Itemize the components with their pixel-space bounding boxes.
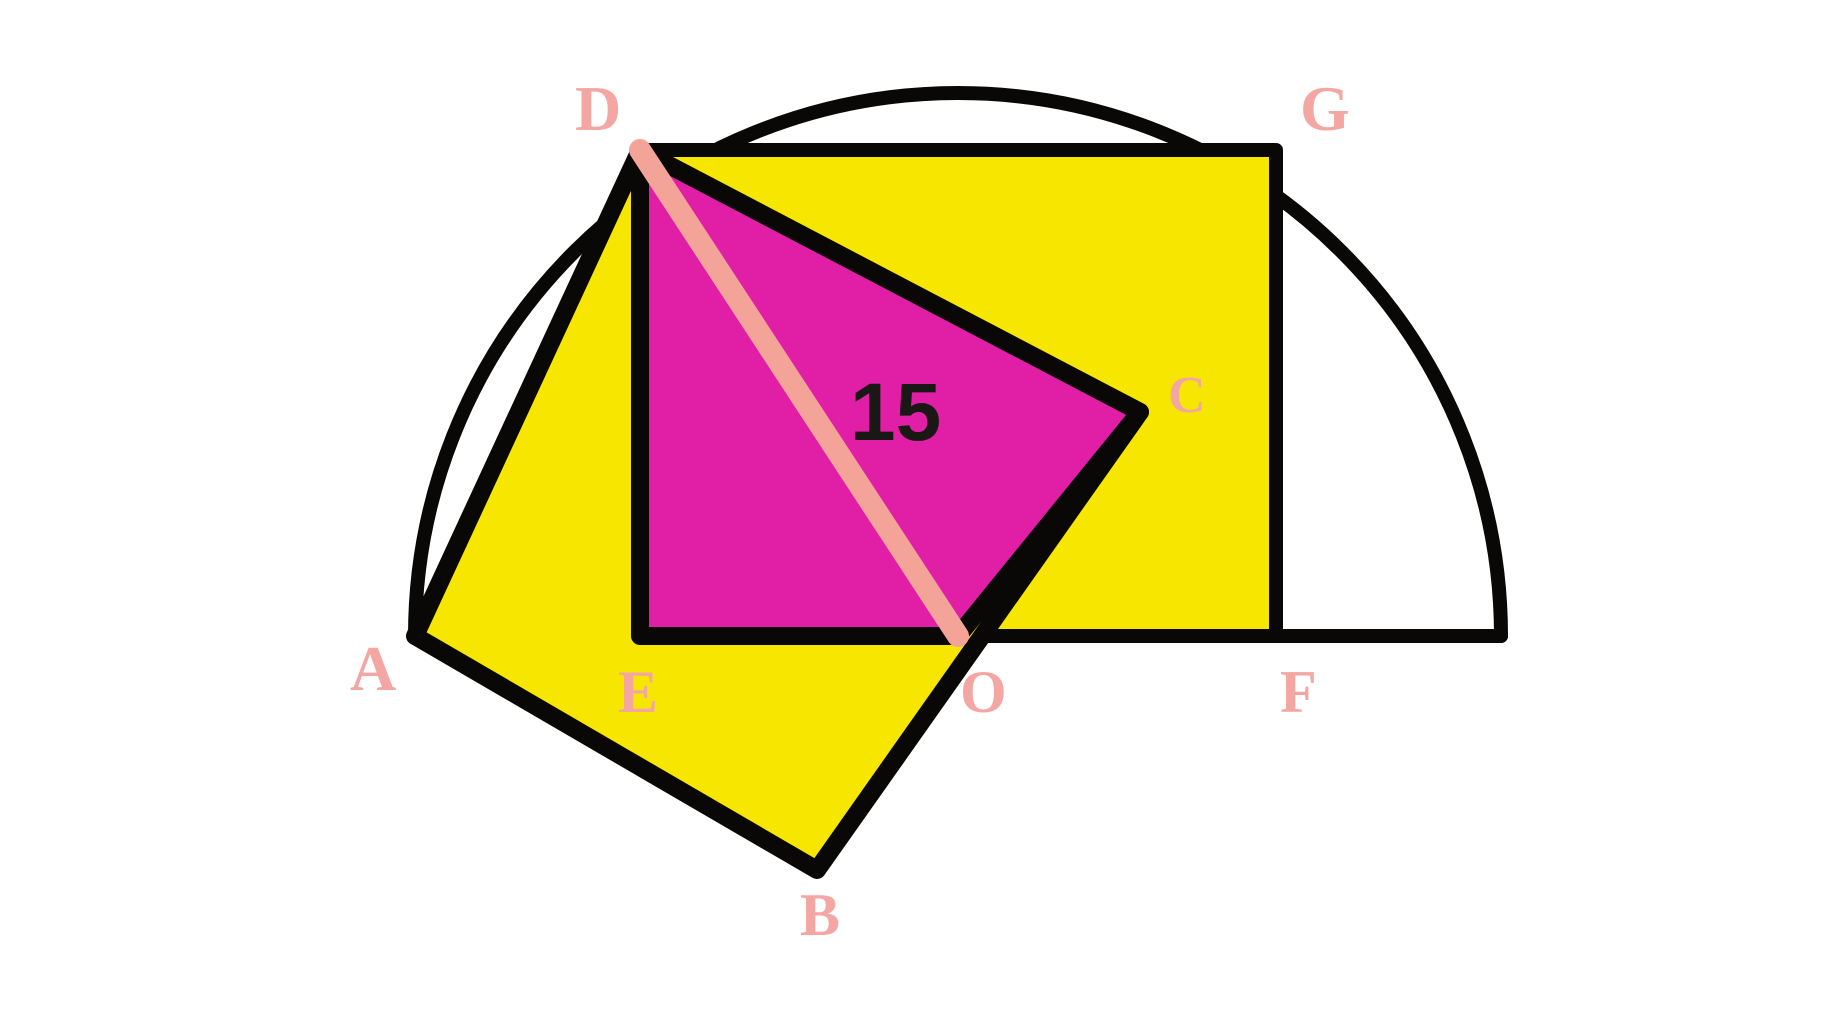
- vertex-label-a: A: [350, 633, 396, 704]
- vertex-label-o: O: [960, 659, 1007, 725]
- diagram-canvas: 15 D G C A E O F B: [0, 0, 1842, 1012]
- dimension-label: 15: [850, 367, 941, 458]
- vertex-label-g: G: [1300, 73, 1350, 144]
- vertex-label-e: E: [618, 659, 658, 725]
- vertex-label-b: B: [800, 882, 840, 948]
- vertex-label-f: F: [1280, 659, 1317, 725]
- vertex-label-d: D: [575, 73, 621, 144]
- geometry-svg: 15 D G C A E O F B: [0, 0, 1842, 1012]
- vertex-label-c: C: [1168, 367, 1206, 424]
